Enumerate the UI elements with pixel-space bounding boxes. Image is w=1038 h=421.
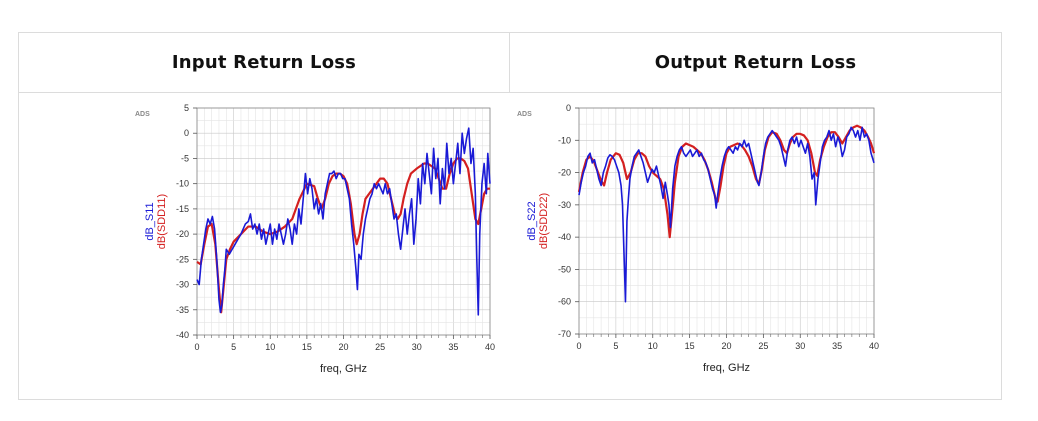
y-tick-label: -70	[558, 329, 571, 339]
y-tick-label: -50	[558, 264, 571, 274]
x-axis-label: freq, GHz	[320, 363, 367, 375]
x-tick-label: 0	[576, 341, 581, 351]
y-tick-label: 0	[566, 103, 571, 113]
y-tick-label: -25	[176, 254, 189, 264]
y-tick-label: -5	[181, 153, 189, 163]
x-tick-label: 25	[758, 341, 768, 351]
output-return-loss-title: Output Return Loss	[654, 52, 857, 73]
ads-brand-label: ADS	[135, 111, 150, 118]
y-tick-label: -30	[176, 280, 189, 290]
x-tick-label: 30	[795, 341, 805, 351]
series-line-db-s11	[196, 127, 491, 316]
x-tick-label: 5	[231, 342, 236, 352]
y-tick-label: -60	[558, 297, 571, 307]
x-tick-label: 10	[648, 341, 658, 351]
y-axis-label: dB_S11 dB(SDD11)	[144, 194, 168, 249]
x-tick-label: 35	[448, 342, 458, 352]
input-return-loss-title: Input Return Loss	[19, 33, 510, 92]
x-tick-label: 5	[613, 341, 618, 351]
y-tick-label: -40	[176, 330, 189, 340]
y-tick-label: -10	[176, 179, 189, 189]
y-axis-label-part: dB_S11	[144, 202, 156, 240]
x-tick-label: 35	[832, 341, 842, 351]
y-tick-label: 5	[184, 103, 189, 113]
x-tick-label: 10	[265, 342, 275, 352]
y-tick-label: -30	[558, 200, 571, 210]
return-loss-card: Input Return Loss Output Return Loss	[18, 32, 1002, 400]
x-tick-label: 20	[338, 342, 348, 352]
y-tick-label: -20	[558, 168, 571, 178]
y-tick-label: -10	[558, 135, 571, 145]
x-tick-label: 15	[302, 342, 312, 352]
output-return-loss-chart: ADS 0 5 10 15 20 25 30 35 40 0 -10 -20 -30 -40 -50 -60 -7…	[517, 103, 879, 374]
y-tick-label: -40	[558, 232, 571, 242]
y-axis-label-part: dB(SDD22)	[538, 193, 550, 249]
x-tick-label: 25	[375, 342, 385, 352]
y-tick-label: -20	[176, 229, 189, 239]
y-tick-label: -35	[176, 305, 189, 315]
y-tick-label: 0	[184, 128, 189, 138]
y-axis-label-part: dB_S22	[526, 201, 538, 240]
x-tick-label: 20	[721, 341, 731, 351]
y-tick-label: -15	[176, 204, 189, 214]
x-tick-label: 40	[485, 342, 495, 352]
input-return-loss-chart: ADS 0 5 10 15 20 25 30 35 40 5 0 -5 -10 -15 -20 -25 -30 -3…	[135, 103, 495, 375]
x-tick-label: 30	[412, 342, 422, 352]
ads-brand-label: ADS	[517, 111, 532, 118]
x-axis-label: freq, GHz	[703, 362, 750, 374]
series-line-db-s22	[578, 126, 875, 303]
x-tick-label: 0	[194, 342, 199, 352]
header-row: Input Return Loss Output Return Loss	[19, 33, 1001, 93]
y-axis-label: dB_S22 dB(SDD22)	[526, 193, 550, 249]
y-axis-label-part: dB(SDD11)	[156, 194, 168, 249]
x-tick-label: 15	[685, 341, 695, 351]
x-tick-label: 40	[869, 341, 879, 351]
